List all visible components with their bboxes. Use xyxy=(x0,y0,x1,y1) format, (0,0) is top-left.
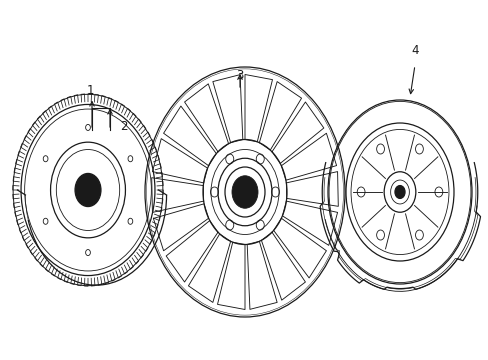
Ellipse shape xyxy=(231,176,258,208)
Ellipse shape xyxy=(394,185,404,198)
Text: 2: 2 xyxy=(120,120,127,132)
Text: 1: 1 xyxy=(86,84,94,96)
Text: 3: 3 xyxy=(236,68,243,81)
Text: 4: 4 xyxy=(410,44,418,57)
Ellipse shape xyxy=(75,174,101,207)
